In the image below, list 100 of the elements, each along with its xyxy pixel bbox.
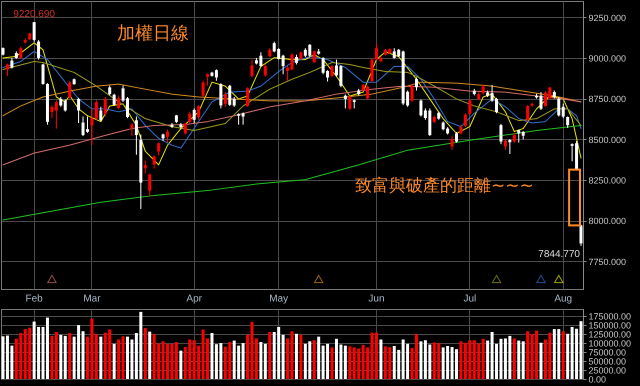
bar xyxy=(548,332,552,379)
candlestick xyxy=(330,64,334,78)
candlestick xyxy=(237,112,240,126)
candlestick xyxy=(224,92,227,108)
annotation: 9220.690 xyxy=(13,9,56,20)
candlestick xyxy=(308,44,312,58)
candlestick xyxy=(90,108,94,146)
candlestick xyxy=(144,160,147,174)
bar xyxy=(374,332,378,379)
candlestick xyxy=(19,46,22,60)
bar xyxy=(312,340,316,379)
bar xyxy=(388,347,392,379)
candlestick xyxy=(517,129,520,144)
y-tick-label: 0.00 xyxy=(588,374,606,384)
bar xyxy=(472,340,476,379)
bar xyxy=(188,340,192,379)
candlestick xyxy=(464,112,467,128)
bar xyxy=(228,342,232,379)
candlestick xyxy=(250,59,254,78)
candlestick xyxy=(562,103,565,119)
x-tick-label: Feb xyxy=(26,294,44,304)
bar xyxy=(139,312,142,379)
candlestick xyxy=(370,58,374,83)
candlestick xyxy=(455,131,458,144)
candlestick xyxy=(557,96,560,118)
x-tick-label: Mar xyxy=(83,294,102,304)
bar xyxy=(174,342,178,379)
candlestick xyxy=(264,64,267,78)
bar xyxy=(108,329,112,379)
bar xyxy=(268,332,272,379)
candlestick xyxy=(6,63,9,77)
x-tick-label: Jul xyxy=(463,294,476,304)
y-tick-label: 125000.00 xyxy=(588,330,632,340)
candlestick xyxy=(259,52,262,68)
candlestick xyxy=(157,142,160,156)
candlestick xyxy=(312,50,316,64)
bar xyxy=(352,347,356,379)
candlestick xyxy=(392,48,396,60)
bar xyxy=(317,336,320,379)
candlestick xyxy=(228,84,232,106)
candlestick xyxy=(188,111,192,124)
line-series xyxy=(2,61,582,132)
candlestick xyxy=(294,54,298,65)
candlestick xyxy=(117,94,120,110)
bar xyxy=(522,341,525,379)
candlestick xyxy=(86,116,89,134)
x-tick-label: Jun xyxy=(368,294,385,304)
candlestick xyxy=(134,116,138,156)
y-tick-label: 8000.000 xyxy=(588,216,626,226)
bar xyxy=(148,332,152,379)
candlestick xyxy=(59,96,62,108)
line-series xyxy=(2,42,582,166)
y-tick-label: 9000.000 xyxy=(588,53,626,64)
candlestick xyxy=(482,84,485,96)
y-tick-label: 8500.000 xyxy=(588,134,626,145)
bar xyxy=(99,336,102,379)
candlestick xyxy=(64,98,67,112)
candlestick xyxy=(197,104,200,120)
annotation: 7844.770 xyxy=(538,249,580,260)
bar xyxy=(19,333,22,379)
bar xyxy=(152,334,156,379)
bar xyxy=(46,318,49,379)
candlestick xyxy=(459,124,462,135)
bar xyxy=(477,343,480,379)
bar xyxy=(442,347,445,379)
bar xyxy=(117,340,120,379)
candlestick xyxy=(219,82,222,109)
annotation: 致富與破產的距離~~~ xyxy=(355,176,534,196)
candlestick xyxy=(322,56,325,75)
candlestick xyxy=(339,64,342,88)
candlestick xyxy=(152,155,156,170)
bar xyxy=(299,334,302,379)
bar xyxy=(432,342,436,379)
bar xyxy=(562,331,565,379)
candlestick xyxy=(246,86,250,108)
y-tick-label: 7750.000 xyxy=(588,256,626,267)
line-series xyxy=(2,50,582,149)
candlestick xyxy=(344,94,347,109)
bar xyxy=(232,340,236,379)
candlestick xyxy=(450,136,454,150)
bar xyxy=(539,342,542,379)
bar xyxy=(294,334,298,379)
candlestick xyxy=(202,80,205,98)
candlestick xyxy=(410,83,414,102)
bar xyxy=(24,329,27,379)
candlestick xyxy=(414,76,418,91)
candlestick xyxy=(99,106,102,122)
candlestick xyxy=(94,100,98,120)
x-tick-label: Apr xyxy=(186,294,203,304)
y-tick-label: 75000.00 xyxy=(588,348,626,358)
candlestick xyxy=(184,122,187,135)
candlestick xyxy=(112,93,116,106)
candlestick xyxy=(42,63,45,86)
candlestick xyxy=(166,129,170,144)
candlestick xyxy=(68,80,72,100)
candlestick xyxy=(82,116,85,137)
bar xyxy=(512,338,516,379)
candlestick xyxy=(214,68,218,82)
y-tick-label: 50000.00 xyxy=(588,356,626,367)
candlestick xyxy=(32,22,36,42)
